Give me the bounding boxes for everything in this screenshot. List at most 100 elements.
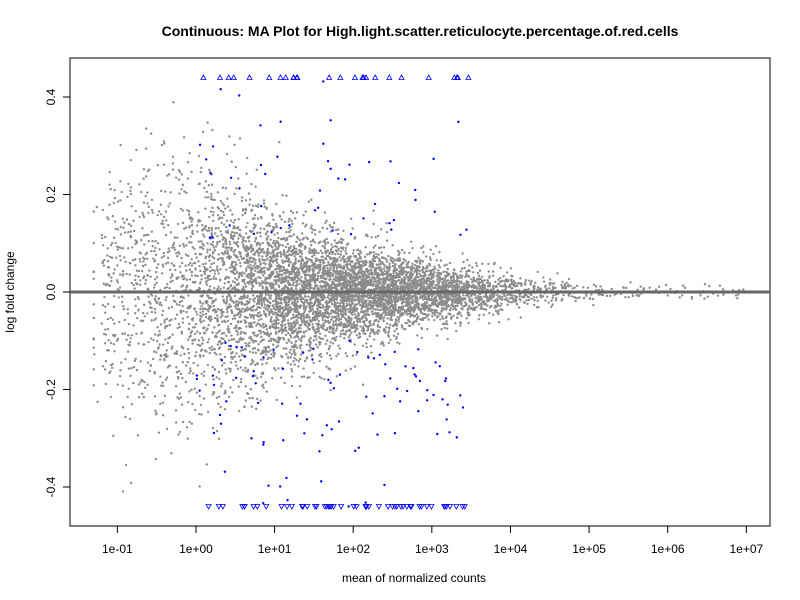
gray-point — [517, 306, 521, 309]
gray-point — [393, 292, 397, 296]
gray-point — [198, 332, 202, 335]
gray-point — [283, 317, 286, 320]
gray-point — [284, 307, 288, 310]
gray-point — [287, 257, 291, 261]
gray-point — [300, 276, 303, 279]
gray-point — [106, 247, 109, 250]
gray-point — [319, 276, 322, 280]
gray-point — [262, 258, 266, 262]
gray-point — [339, 332, 343, 336]
gray-point — [162, 140, 166, 143]
gray-point — [350, 308, 354, 311]
gray-point — [227, 276, 231, 279]
gray-point — [248, 397, 251, 400]
gray-point — [134, 357, 137, 361]
gray-point — [341, 272, 345, 275]
gray-point — [259, 375, 263, 379]
gray-point — [328, 224, 332, 227]
gray-point — [422, 298, 425, 301]
gray-point — [185, 191, 188, 195]
gray-point — [138, 257, 142, 261]
gray-point — [341, 275, 344, 278]
gray-point — [322, 322, 325, 325]
gray-point — [228, 328, 231, 331]
gray-point — [170, 246, 174, 249]
gray-point — [681, 284, 685, 287]
gray-point — [319, 300, 322, 303]
gray-point — [144, 194, 147, 198]
gray-point — [310, 354, 313, 358]
gray-point — [506, 278, 510, 282]
gray-point — [190, 258, 193, 261]
gray-point — [154, 311, 157, 314]
gray-point — [285, 347, 288, 350]
gray-point — [472, 271, 475, 274]
gray-point — [482, 313, 485, 316]
gray-point — [242, 236, 245, 239]
gray-point — [237, 217, 240, 221]
gray-point — [370, 236, 373, 239]
gray-point — [434, 299, 437, 303]
gray-point — [229, 347, 232, 351]
gray-point — [248, 203, 251, 206]
gray-point — [163, 286, 167, 290]
gray-point — [135, 269, 139, 272]
gray-point — [194, 274, 197, 277]
gray-point — [348, 275, 352, 279]
gray-point — [216, 319, 220, 322]
gray-point — [286, 250, 289, 254]
gray-point — [295, 211, 299, 214]
gray-point — [251, 247, 254, 251]
gray-point — [240, 196, 244, 199]
gray-point — [519, 316, 522, 319]
gray-point — [138, 215, 141, 218]
gray-point — [301, 243, 304, 246]
gray-point — [416, 334, 419, 337]
gray-point — [263, 303, 267, 306]
gray-point — [334, 329, 338, 332]
gray-point — [428, 269, 432, 272]
gray-point — [264, 346, 268, 349]
gray-point — [245, 156, 249, 160]
gray-point — [146, 274, 149, 277]
gray-point — [206, 327, 209, 330]
gray-point — [225, 219, 229, 223]
gray-point — [311, 270, 315, 273]
gray-point — [148, 300, 151, 304]
gray-point — [551, 303, 554, 306]
gray-point — [165, 349, 168, 352]
gray-point — [246, 221, 249, 225]
gray-point — [365, 345, 368, 349]
gray-point — [170, 347, 173, 350]
gray-point — [188, 278, 192, 281]
gray-point — [162, 226, 166, 229]
gray-point — [235, 352, 238, 355]
gray-point — [229, 322, 233, 326]
gray-point — [286, 319, 290, 322]
gray-point — [382, 262, 385, 266]
gray-point — [487, 270, 491, 273]
gray-point — [134, 312, 137, 315]
gray-point — [362, 321, 366, 324]
gray-point — [161, 414, 165, 417]
gray-point — [376, 284, 379, 287]
gray-point — [361, 344, 365, 348]
gray-point — [197, 240, 200, 243]
gray-point — [284, 254, 287, 258]
gray-point — [389, 338, 392, 342]
gray-point — [321, 251, 324, 255]
gray-point — [462, 294, 465, 297]
gray-point — [332, 221, 336, 225]
gray-point — [362, 298, 365, 301]
gray-point — [116, 200, 120, 203]
gray-point — [291, 222, 294, 226]
gray-point — [380, 251, 383, 254]
chart-title: Continuous: MA Plot for High.light.scatt… — [162, 23, 679, 39]
gray-point — [226, 287, 229, 291]
gray-point — [324, 334, 327, 338]
gray-point — [158, 303, 161, 306]
gray-point — [186, 347, 190, 351]
gray-point — [275, 282, 278, 286]
gray-point — [245, 267, 248, 270]
gray-point — [241, 307, 244, 311]
